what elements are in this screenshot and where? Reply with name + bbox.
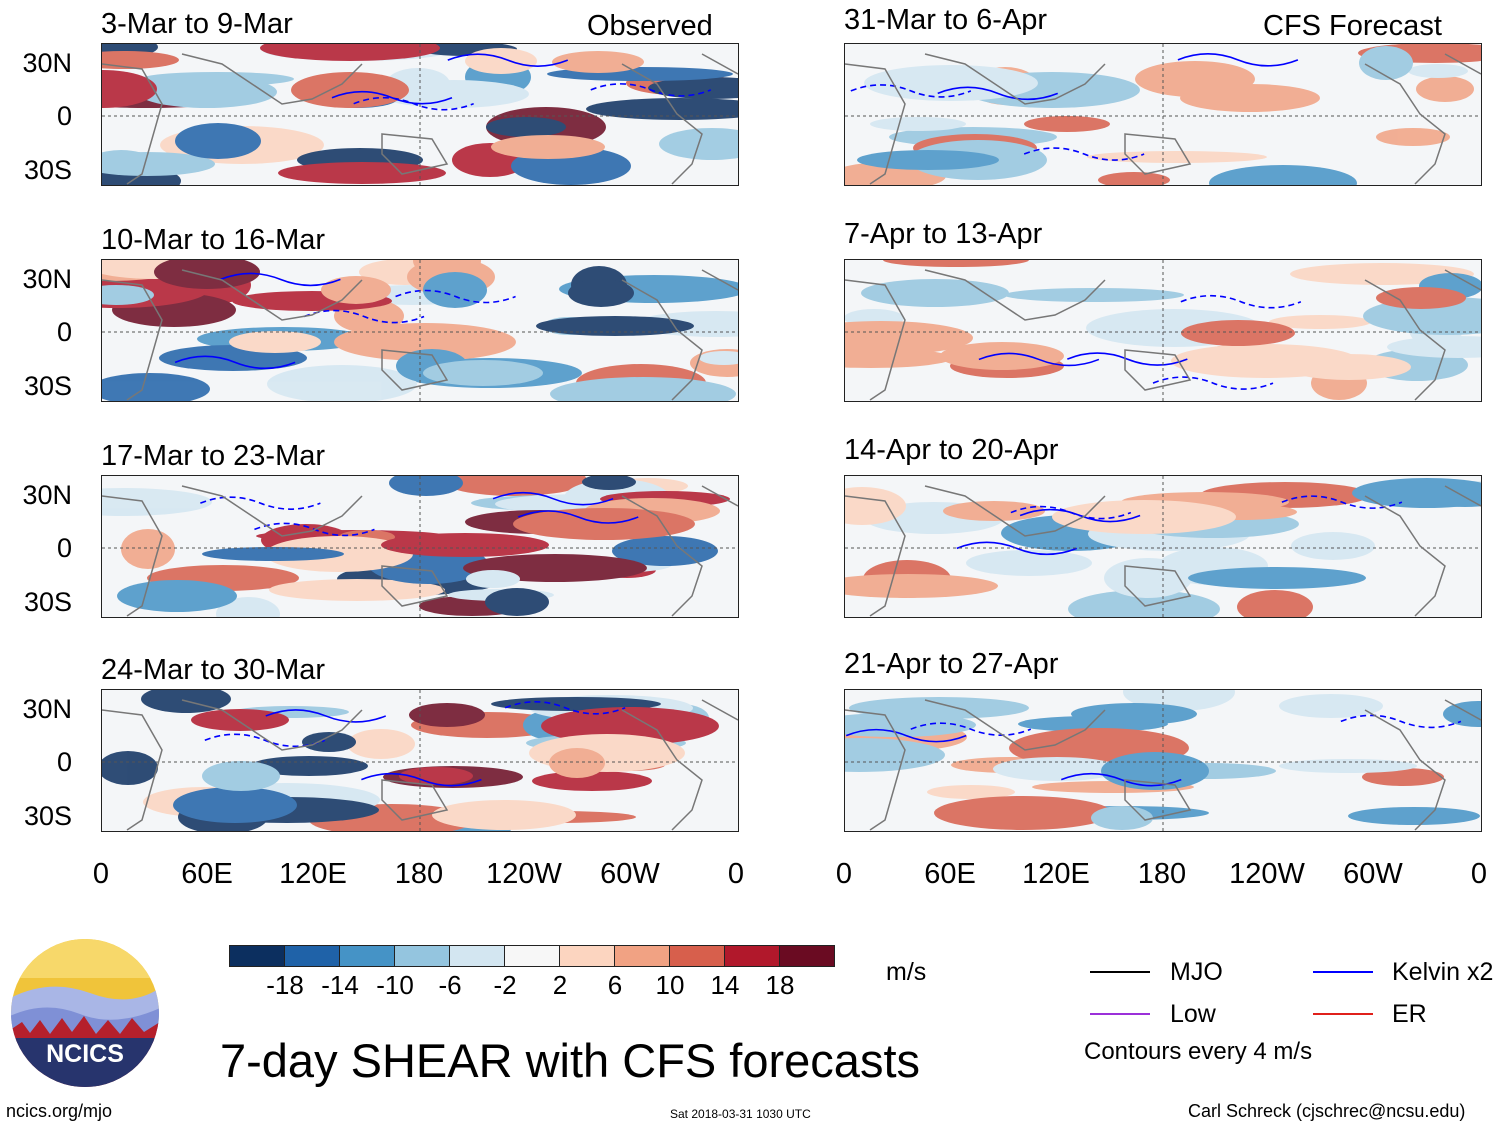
ncics-logo-graphic: NCICS xyxy=(11,939,159,1087)
shear-map xyxy=(845,260,1481,401)
shear-map xyxy=(845,690,1481,831)
observed-panel-3 xyxy=(101,475,739,618)
colorbar-swatch xyxy=(724,945,780,967)
colorbar-tick: 14 xyxy=(710,970,740,1000)
forecast-panel-2-title: 7-Apr to 13-Apr xyxy=(844,218,1043,250)
lon-label-obs-180: 180 xyxy=(394,858,444,890)
observed-panel-2 xyxy=(101,259,739,402)
logo-text: NCICS xyxy=(46,1040,124,1068)
colorbar-swatch xyxy=(394,945,450,967)
legend-contour-note: Contours every 4 m/s xyxy=(1084,1038,1313,1065)
colorbar-swatch xyxy=(284,945,340,967)
main-title: 7-day SHEAR with CFS forecasts xyxy=(220,1034,920,1087)
colorbar-tick: -6 xyxy=(438,970,462,1000)
colorbar-swatch xyxy=(669,945,725,967)
lon-label-obs-60w: 60W xyxy=(600,858,660,890)
lat-label-30s: 30S xyxy=(23,371,72,401)
lat-label-eq: 0 xyxy=(56,533,72,563)
observed-panel-4-title: 24-Mar to 30-Mar xyxy=(101,654,326,686)
colorbar-tick: 2 xyxy=(552,970,568,1000)
shear-map xyxy=(102,260,738,401)
footer-url[interactable]: ncics.org/mjo xyxy=(6,1101,113,1121)
lon-label-obs-120e: 120E xyxy=(279,858,347,890)
colorbar-tick: 18 xyxy=(765,970,795,1000)
lat-label-30n: 30N xyxy=(22,264,72,294)
lat-label-30n: 30N xyxy=(22,480,72,510)
colorbar-swatch xyxy=(779,945,835,967)
forecast-panel-1 xyxy=(844,43,1482,186)
colorbar-tick: -2 xyxy=(493,970,517,1000)
lat-label-30s: 30S xyxy=(23,155,72,185)
forecast-panel-4 xyxy=(844,689,1482,832)
forecast-panel-1-title: 31-Mar to 6-Apr xyxy=(844,4,1048,36)
lon-label-fc-60w: 60W xyxy=(1343,858,1403,890)
legend-label-low: Low xyxy=(1170,1000,1216,1028)
legend-line-kelvin xyxy=(1313,971,1373,973)
observed-panel-1 xyxy=(101,43,739,186)
observed-panel-2-title: 10-Mar to 16-Mar xyxy=(101,224,326,256)
footer-credit: Carl Schreck (cjschrec@ncsu.edu) xyxy=(1188,1101,1466,1121)
lon-label-fc-120w: 120W xyxy=(1229,858,1305,890)
colorbar-tick: -18 xyxy=(266,970,304,1000)
lat-label-eq: 0 xyxy=(56,747,72,777)
colorbar-swatch xyxy=(559,945,615,967)
ncics-logo: NCICS xyxy=(10,938,160,1088)
lon-label-fc-0: 0 xyxy=(835,858,853,890)
legend-label-kelvin: Kelvin x2 xyxy=(1392,958,1494,986)
lon-label-fc-60e: 60E xyxy=(924,858,976,890)
forecast-header-label: CFS Forecast xyxy=(1263,10,1442,42)
shear-map xyxy=(845,44,1481,185)
colorbar-swatch xyxy=(449,945,505,967)
colorbar-tick: -14 xyxy=(321,970,359,1000)
forecast-panel-2 xyxy=(844,259,1482,402)
footer-timestamp: Sat 2018-03-31 1030 UTC xyxy=(670,1107,811,1121)
lat-label-30n: 30N xyxy=(22,48,72,78)
forecast-panel-4-title: 21-Apr to 27-Apr xyxy=(844,648,1059,680)
legend-label-mjo: MJO xyxy=(1170,958,1223,986)
lon-label-fc-120e: 120E xyxy=(1022,858,1090,890)
observed-panel-1-title: 3-Mar to 9-Mar xyxy=(101,8,293,40)
lat-label-30s: 30S xyxy=(23,801,72,831)
shear-map xyxy=(102,476,738,617)
forecast-panel-3-title: 14-Apr to 20-Apr xyxy=(844,434,1059,466)
colorbar-tick: 6 xyxy=(607,970,623,1000)
lon-label-fc-180: 180 xyxy=(1137,858,1187,890)
colorbar-tick: -10 xyxy=(376,970,414,1000)
shear-map xyxy=(845,476,1481,617)
legend-line-low xyxy=(1090,1013,1150,1015)
colorbar-units: m/s xyxy=(886,958,927,986)
legend-label-er: ER xyxy=(1392,1000,1427,1028)
observed-panel-3-title: 17-Mar to 23-Mar xyxy=(101,440,326,472)
lon-label-obs-0-end: 0 xyxy=(727,858,745,890)
legend-line-er xyxy=(1313,1013,1373,1015)
lon-label-obs-120w: 120W xyxy=(486,858,562,890)
colorbar-swatch xyxy=(504,945,560,967)
colorbar-swatch xyxy=(614,945,670,967)
colorbar-tick: 10 xyxy=(655,970,685,1000)
legend-line-mjo xyxy=(1090,971,1150,973)
lon-label-obs-0: 0 xyxy=(92,858,110,890)
lon-label-fc-0-end: 0 xyxy=(1470,858,1488,890)
shear-map xyxy=(102,44,738,185)
lat-label-eq: 0 xyxy=(56,101,72,131)
colorbar-swatch xyxy=(339,945,395,967)
colorbar-swatch xyxy=(229,945,285,967)
lat-label-eq: 0 xyxy=(56,317,72,347)
lat-label-30n: 30N xyxy=(22,694,72,724)
lon-label-obs-60e: 60E xyxy=(181,858,233,890)
observed-header-label: Observed xyxy=(587,10,713,42)
shear-map xyxy=(102,690,738,831)
forecast-panel-3 xyxy=(844,475,1482,618)
lat-label-30s: 30S xyxy=(23,587,72,617)
observed-panel-4 xyxy=(101,689,739,832)
